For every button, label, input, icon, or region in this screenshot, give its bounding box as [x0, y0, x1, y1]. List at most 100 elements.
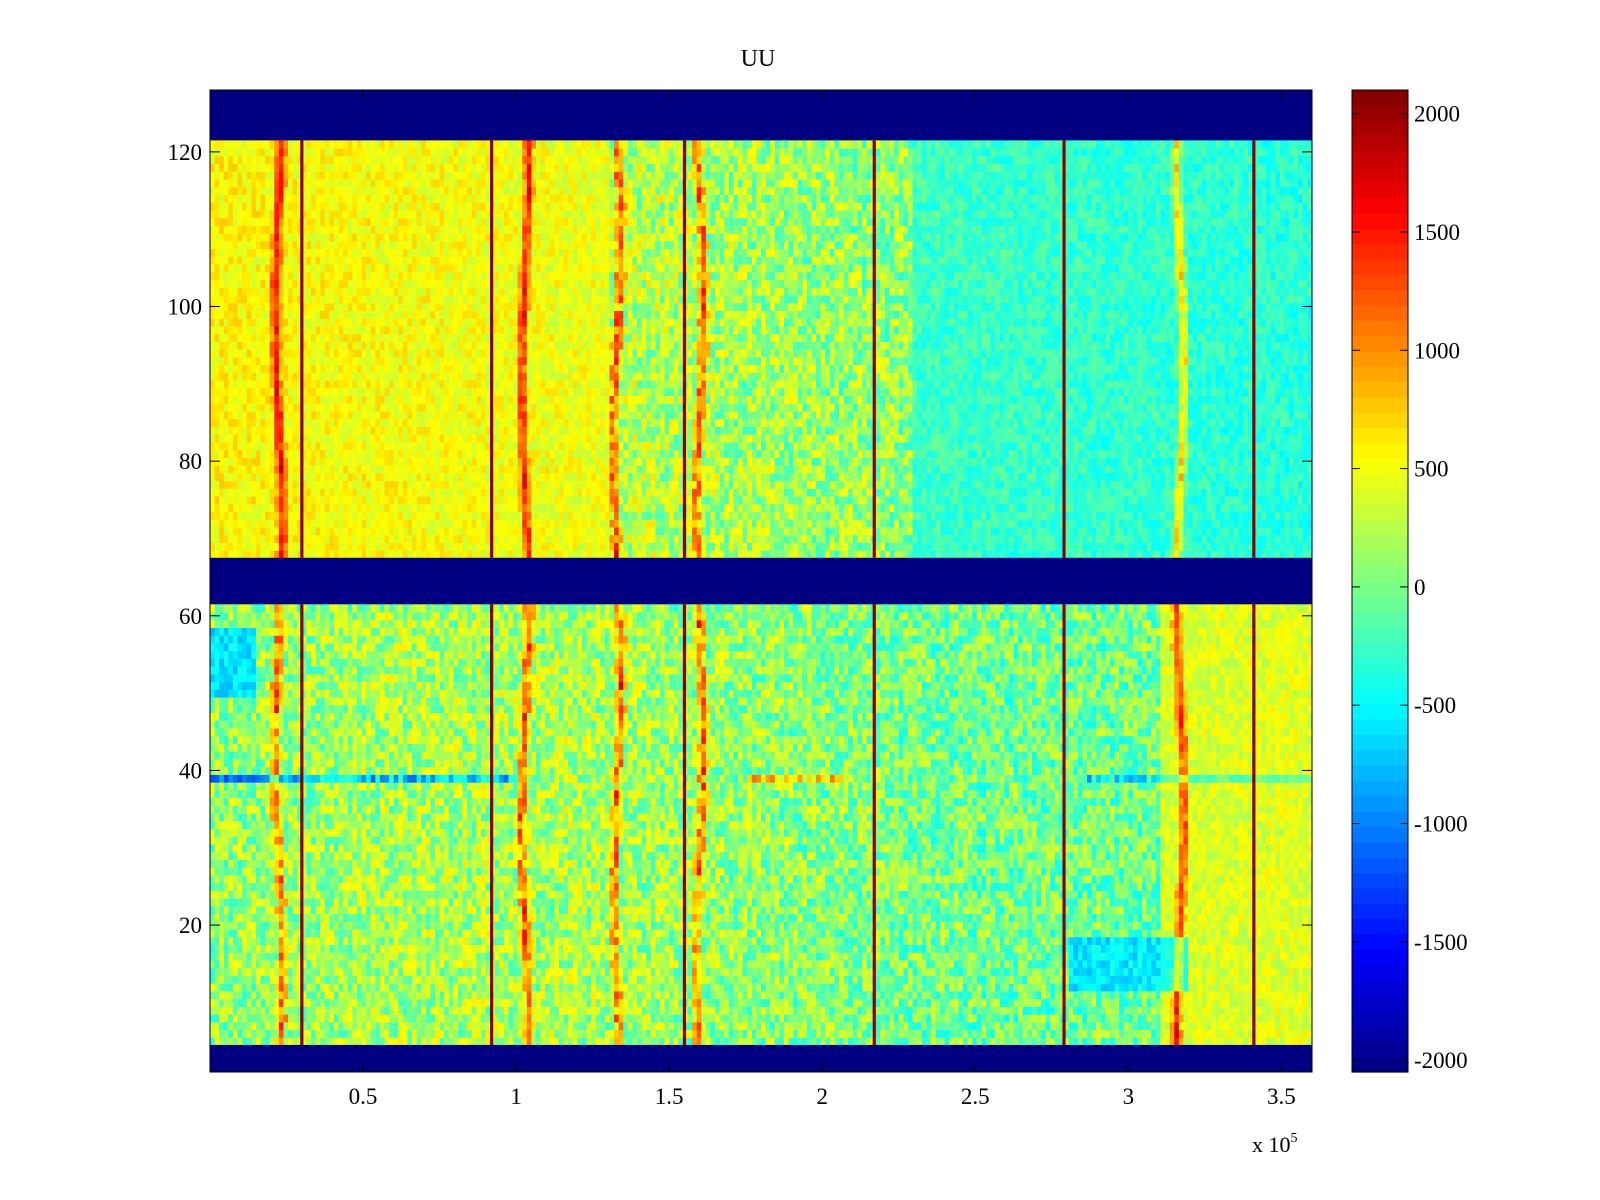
heatmap-cell: [251, 1022, 256, 1030]
heatmap-cell: [632, 1029, 637, 1037]
heatmap-cell: [1101, 1029, 1106, 1037]
heatmap-cell: [779, 1029, 784, 1037]
heatmap-cell: [398, 1029, 403, 1037]
heatmap-cell: [761, 1014, 766, 1022]
heatmap-cell: [564, 999, 569, 1007]
heatmap-cell: [665, 1014, 670, 1022]
heatmap-cell: [761, 1006, 766, 1014]
heatmap-cell: [839, 1037, 844, 1045]
heatmap-cell: [926, 1006, 931, 1014]
heatmap-cell: [316, 999, 321, 1007]
heatmap-cell: [582, 1022, 587, 1030]
heatmap-cell: [857, 999, 862, 1007]
heatmap-cell: [481, 1029, 486, 1037]
heatmap-cell: [306, 1029, 311, 1037]
heatmap-cell: [265, 999, 270, 1007]
heatmap-cell: [518, 1022, 523, 1030]
heatmap-cell: [1110, 1037, 1115, 1045]
heatmap-cell: [435, 999, 440, 1007]
heatmap-cell: [215, 1006, 220, 1014]
heatmap-cell: [623, 999, 628, 1007]
heatmap-cell: [251, 1014, 256, 1022]
heatmap-cell: [958, 1022, 963, 1030]
heatmap-cell: [1174, 1029, 1179, 1037]
heatmap-cell: [1037, 1006, 1042, 1014]
heatmap-cell: [288, 1029, 293, 1037]
heatmap-cell: [1138, 1022, 1143, 1030]
heatmap-cell: [761, 999, 766, 1007]
heatmap-cell: [504, 999, 509, 1007]
heatmap-cell: [559, 1037, 564, 1045]
heatmap-cell: [495, 1006, 500, 1014]
heatmap-cell: [1096, 1006, 1101, 1014]
heatmap-cell: [692, 999, 697, 1007]
heatmap-cell: [807, 1029, 812, 1037]
heatmap-cell: [660, 1037, 665, 1045]
heatmap-cell: [334, 999, 339, 1007]
heatmap-cell: [440, 1014, 445, 1022]
heatmap-cell: [380, 999, 385, 1007]
heatmap-cell: [398, 1006, 403, 1014]
heatmap-cell: [311, 1006, 316, 1014]
heatmap-cell: [577, 1014, 582, 1022]
heatmap-cell: [362, 999, 367, 1007]
heatmap-cell: [1165, 1022, 1170, 1030]
heatmap-cell: [715, 999, 720, 1007]
heatmap-cell: [238, 1037, 243, 1045]
plot-area: [210, 90, 1313, 1072]
chart-title: UU: [741, 46, 776, 72]
heatmap-cell: [486, 1029, 491, 1037]
heatmap-cell: [417, 1014, 422, 1022]
heatmap-cell: [793, 1006, 798, 1014]
heatmap-cell: [1147, 1037, 1152, 1045]
heatmap-cell: [1160, 1006, 1165, 1014]
heatmap-cell: [421, 1022, 426, 1030]
heatmap-cell: [1243, 1037, 1248, 1045]
heatmap-cell: [958, 1006, 963, 1014]
heatmap-cell: [476, 1037, 481, 1045]
heatmap-cell: [320, 1006, 325, 1014]
heatmap-cell: [1229, 1037, 1234, 1045]
heatmap-cell: [752, 1037, 757, 1045]
heatmap-cell: [738, 1029, 743, 1037]
heatmap-cell: [802, 1037, 807, 1045]
heatmap-cell: [1229, 1006, 1234, 1014]
heatmap-cell: [761, 1029, 766, 1037]
heatmap-cell: [922, 1037, 927, 1045]
heatmap-cell: [577, 1037, 582, 1045]
heatmap-cell: [1009, 1029, 1014, 1037]
heatmap-cell: [692, 1006, 697, 1014]
heatmap-cell: [476, 1029, 481, 1037]
heatmap-cell: [504, 1006, 509, 1014]
heatmap-cell: [1050, 1022, 1055, 1030]
heatmap-cell: [609, 999, 614, 1007]
heatmap-cell: [1179, 1022, 1184, 1030]
heatmap-cell: [1225, 1014, 1230, 1022]
heatmap-cells: [210, 90, 1313, 1072]
heatmap-cell: [210, 1014, 215, 1022]
heatmap-cell: [343, 1037, 348, 1045]
heatmap-cell: [1105, 1037, 1110, 1045]
heatmap-cell: [688, 999, 693, 1007]
heatmap-cell: [343, 1006, 348, 1014]
heatmap-cell: [394, 1022, 399, 1030]
heatmap-cell: [958, 1037, 963, 1045]
heatmap-cell: [825, 1014, 830, 1022]
heatmap-cell: [527, 1006, 532, 1014]
heatmap-cell: [894, 1022, 899, 1030]
heatmap-cell: [747, 1022, 752, 1030]
heatmap-cell: [440, 1022, 445, 1030]
heatmap-cell: [398, 1037, 403, 1045]
heatmap-cell: [1179, 1037, 1184, 1045]
heatmap-cell: [710, 1029, 715, 1037]
heatmap-cell: [371, 1014, 376, 1022]
heatmap-cell: [306, 1006, 311, 1014]
heatmap-cell: [1092, 1029, 1097, 1037]
heatmap-cell: [642, 1014, 647, 1022]
heatmap-cell: [577, 999, 582, 1007]
heatmap-cell: [688, 1006, 693, 1014]
heatmap-cell: [1206, 1022, 1211, 1030]
heatmap-cell: [807, 1014, 812, 1022]
heatmap-cell: [541, 1006, 546, 1014]
heatmap-cell: [389, 999, 394, 1007]
